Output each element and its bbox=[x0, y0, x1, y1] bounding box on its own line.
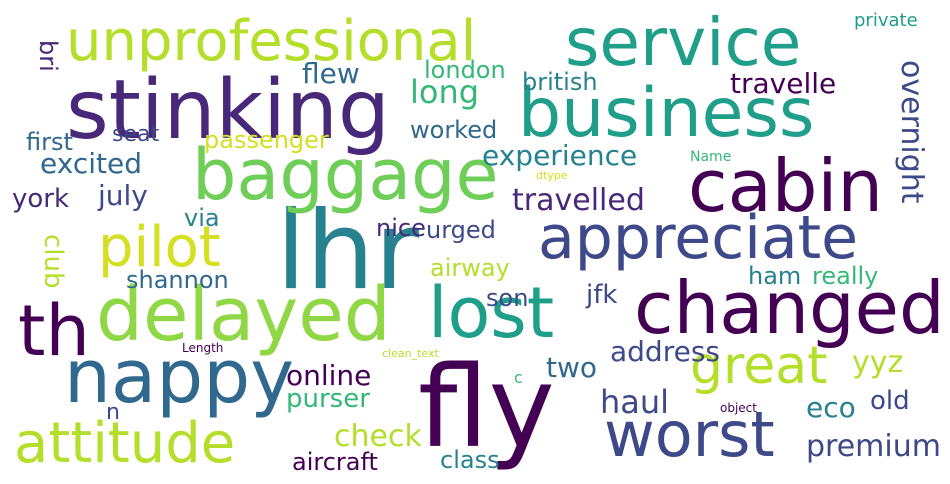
word-th: th bbox=[18, 290, 90, 372]
word-travelle: travelle bbox=[730, 67, 837, 100]
word-nappy: nappy bbox=[64, 334, 294, 420]
word-eco: eco bbox=[806, 391, 856, 424]
word-airway: airway bbox=[430, 254, 510, 282]
word-online: online bbox=[286, 359, 372, 392]
word-baggage: baggage bbox=[192, 134, 499, 216]
word-purser: purser bbox=[286, 384, 370, 414]
word-changed: changed bbox=[634, 266, 945, 350]
word-unprofessional: unprofessional bbox=[66, 9, 477, 74]
word-first: first bbox=[26, 128, 73, 156]
word-two: two bbox=[546, 351, 598, 384]
word-york: york bbox=[12, 184, 70, 214]
word-ham: ham bbox=[748, 262, 802, 290]
word-fly: fly bbox=[418, 343, 555, 473]
word-travelled: travelled bbox=[512, 183, 645, 218]
word-shannon: shannon bbox=[126, 266, 229, 294]
word-dtype: dtype bbox=[536, 169, 568, 182]
word-delayed: delayed bbox=[96, 272, 391, 358]
word-via: via bbox=[184, 204, 220, 232]
word-stinking: stinking bbox=[66, 63, 390, 158]
word-really: really bbox=[812, 262, 879, 290]
word-nice: nice bbox=[376, 214, 426, 242]
word-haul: haul bbox=[600, 383, 670, 421]
word-n: n bbox=[106, 400, 120, 425]
word-flew: flew bbox=[302, 57, 360, 90]
word-name: Name bbox=[690, 149, 732, 165]
word-experience: experience bbox=[482, 139, 638, 172]
word-jfk: jfk bbox=[586, 280, 618, 310]
word-overnight: overnight bbox=[894, 60, 929, 204]
word-cabin: cabin bbox=[688, 144, 884, 228]
word-c: c bbox=[514, 368, 523, 387]
word-private: private bbox=[854, 10, 918, 31]
word-lhr: lhr bbox=[276, 189, 419, 314]
word-british: british bbox=[522, 68, 598, 96]
word-class: class bbox=[440, 446, 500, 474]
word-july: july bbox=[98, 179, 148, 212]
word-bri: bri bbox=[34, 40, 62, 72]
word-object: object bbox=[720, 401, 757, 415]
word-passenger: passenger bbox=[204, 126, 329, 154]
word-old: old bbox=[870, 386, 910, 416]
word-check: check bbox=[334, 419, 422, 454]
word-address: address bbox=[610, 335, 721, 368]
word-club: club bbox=[38, 234, 68, 289]
word-attitude: attitude bbox=[14, 411, 236, 476]
word-yyz: yyz bbox=[852, 345, 904, 380]
word-aircraft: aircraft bbox=[292, 448, 378, 476]
word-clean-text: clean_text bbox=[382, 347, 439, 360]
word-son: son bbox=[486, 284, 529, 312]
word-business: business bbox=[518, 74, 815, 153]
word-london: london bbox=[424, 56, 506, 84]
word-worked: worked bbox=[410, 116, 498, 144]
word-worst: worst bbox=[604, 398, 775, 471]
word-pilot: pilot bbox=[98, 215, 221, 280]
word-appreciate: appreciate bbox=[538, 203, 859, 273]
word-premium: premium bbox=[806, 429, 941, 464]
word-long: long bbox=[410, 73, 480, 111]
word-service: service bbox=[565, 4, 802, 81]
word-great: great bbox=[690, 336, 828, 396]
word-length: Length bbox=[182, 341, 224, 355]
word-excited: excited bbox=[40, 147, 142, 180]
word-lost: lost bbox=[428, 272, 555, 354]
word-urged: urged bbox=[426, 216, 496, 244]
word-seat: seat bbox=[112, 122, 160, 147]
